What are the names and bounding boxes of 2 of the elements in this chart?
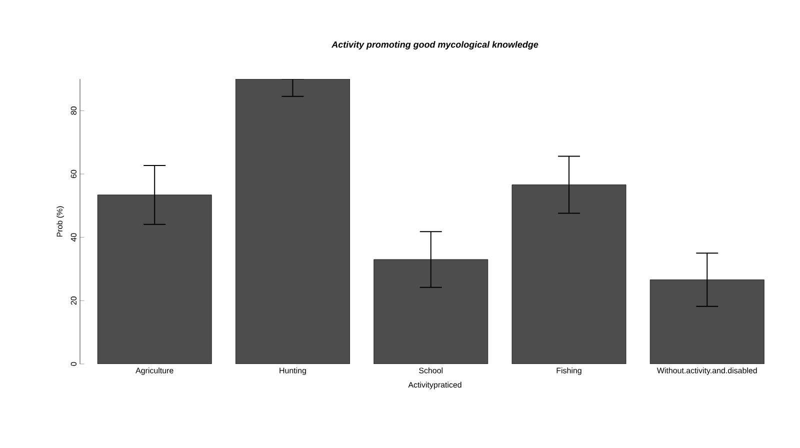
chart-title: Activity promoting good mycological knowledge xyxy=(331,41,538,50)
bar xyxy=(236,78,350,364)
